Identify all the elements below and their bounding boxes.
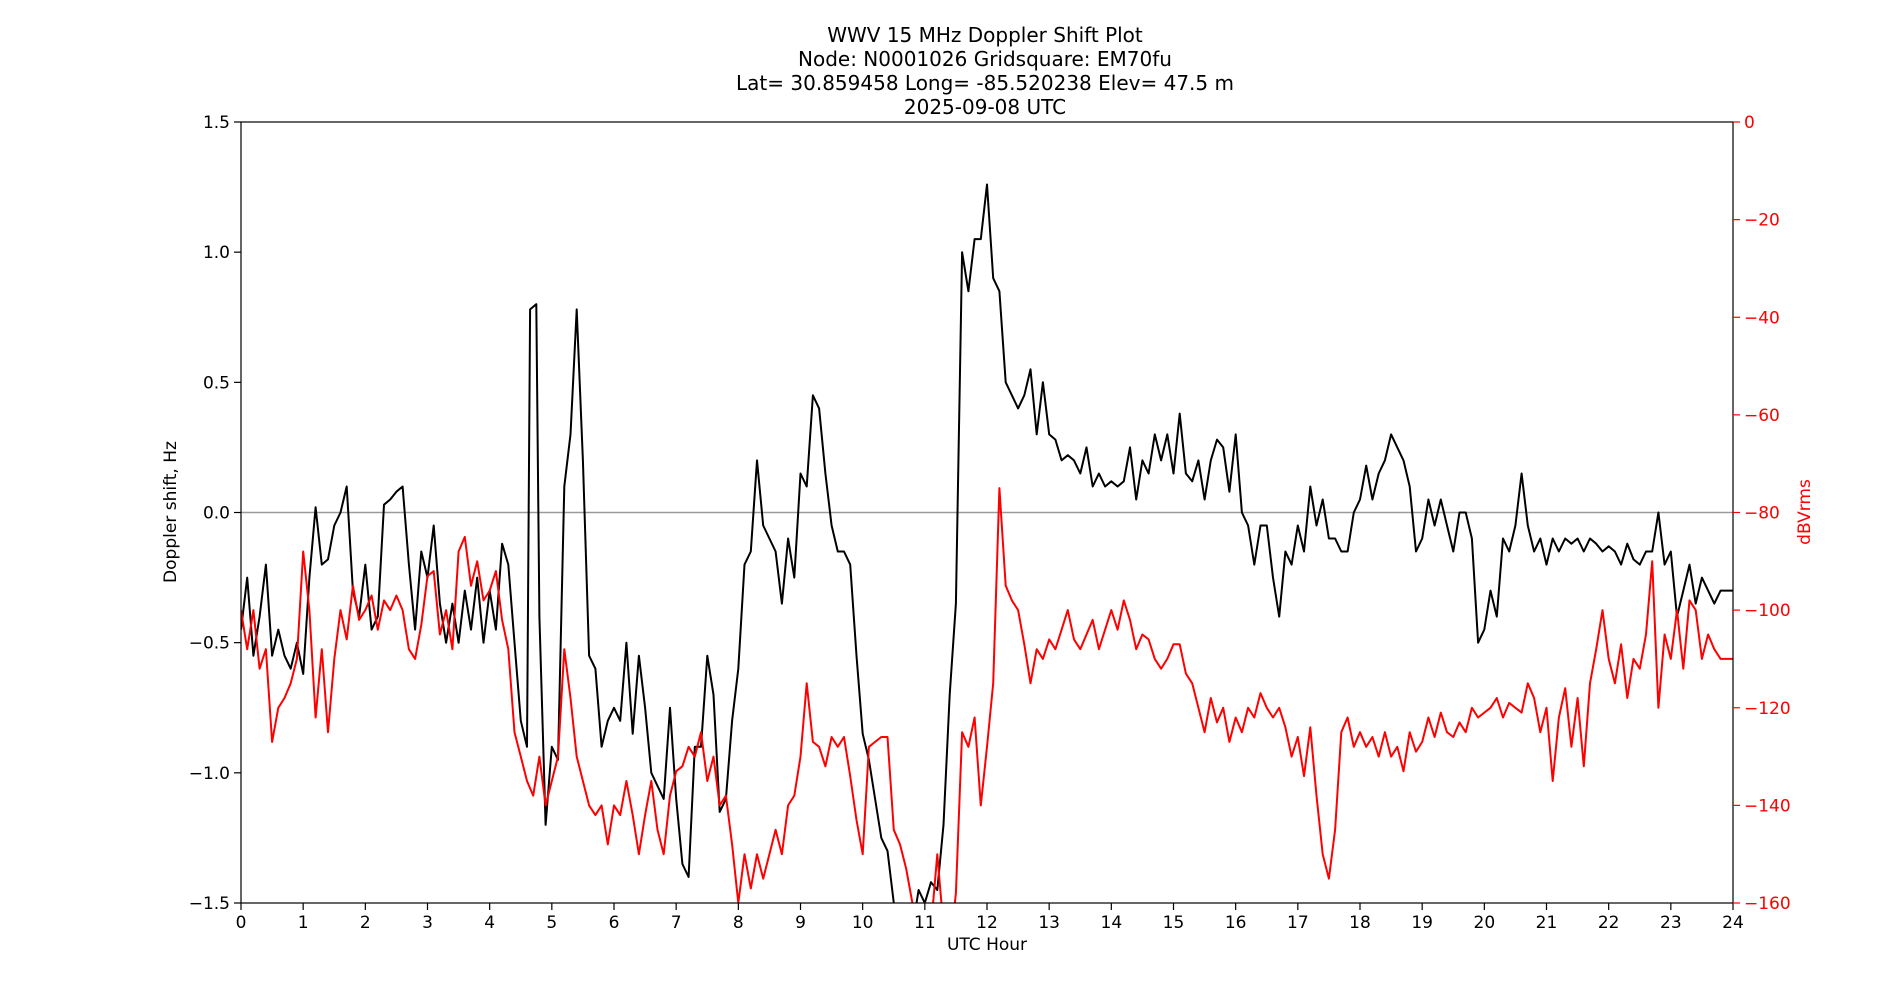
x-tick-label: 2 [360, 913, 371, 933]
plot-area [240, 121, 1734, 904]
doppler-shift-line [241, 183, 1733, 903]
x-tick-label: 21 [1536, 913, 1558, 933]
y-axis-label: Doppler shift, Hz [161, 441, 181, 583]
y2-axis-ticks: −160 −140 −120 −100 −80 −60 −40 −20 0 [1733, 113, 1791, 914]
y-tick-label: 0.5 [203, 373, 230, 393]
x-tick-label: 8 [733, 913, 744, 933]
x-tick-label: 20 [1474, 913, 1496, 933]
x-tick-label: 6 [609, 913, 620, 933]
y2-tick-label: −40 [1744, 308, 1780, 328]
y-tick-label: −1.0 [189, 764, 230, 784]
x-tick-label: 1 [298, 913, 309, 933]
y2-tick-label: 0 [1744, 113, 1755, 133]
x-tick-label: 11 [914, 913, 936, 933]
x-tick-label: 5 [546, 913, 557, 933]
title-line-4: 2025-09-08 UTC [904, 95, 1066, 119]
y-tick-label: 1.5 [203, 113, 230, 133]
x-tick-label: 24 [1722, 913, 1744, 933]
title-line-3: Lat= 30.859458 Long= -85.520238 Elev= 47… [736, 71, 1234, 95]
x-tick-label: 3 [422, 913, 433, 933]
y2-tick-label: −100 [1744, 601, 1791, 621]
y2-axis-label: dBVrms [1795, 479, 1815, 545]
y2-tick-label: −60 [1744, 406, 1780, 426]
x-tick-label: 19 [1411, 913, 1433, 933]
x-tick-label: 10 [852, 913, 874, 933]
x-tick-label: 0 [236, 913, 247, 933]
title-line-1: WWV 15 MHz Doppler Shift Plot [827, 23, 1143, 47]
series-layer [241, 183, 1733, 903]
y2-tick-label: −160 [1744, 894, 1791, 914]
x-tick-label: 7 [671, 913, 682, 933]
x-axis-label: UTC Hour [947, 935, 1027, 955]
x-tick-label: 22 [1598, 913, 1620, 933]
title-line-2: Node: N0001026 Gridsquare: EM70fu [798, 47, 1172, 71]
x-tick-label: 17 [1287, 913, 1309, 933]
x-tick-label: 14 [1101, 913, 1123, 933]
y-tick-label: 1.0 [203, 243, 230, 263]
y2-tick-label: −120 [1744, 699, 1791, 719]
y2-tick-label: −140 [1744, 796, 1791, 816]
x-tick-label: 16 [1225, 913, 1247, 933]
y-axis-ticks: −1.5 −1.0 −0.5 0.0 0.5 1.0 1.5 [189, 113, 241, 914]
y-tick-label: −1.5 [189, 894, 230, 914]
signal-power-line [241, 487, 1733, 903]
x-tick-label: 9 [795, 913, 806, 933]
x-axis-ticks: 0 1 2 3 4 5 6 7 8 9 10 11 12 13 14 15 16 17 18 19 20 21 22 23 24 [236, 903, 1744, 933]
x-tick-label: 4 [484, 913, 495, 933]
y2-tick-label: −20 [1744, 211, 1780, 231]
x-tick-label: 23 [1660, 913, 1682, 933]
x-tick-label: 15 [1163, 913, 1185, 933]
x-tick-label: 13 [1038, 913, 1060, 933]
x-tick-label: 18 [1349, 913, 1371, 933]
x-tick-label: 12 [976, 913, 998, 933]
y-tick-label: −0.5 [189, 634, 230, 654]
y2-tick-label: −80 [1744, 504, 1780, 524]
y-tick-label: 0.0 [203, 504, 230, 524]
chart-title: WWV 15 MHz Doppler Shift Plot Node: N000… [736, 23, 1234, 119]
